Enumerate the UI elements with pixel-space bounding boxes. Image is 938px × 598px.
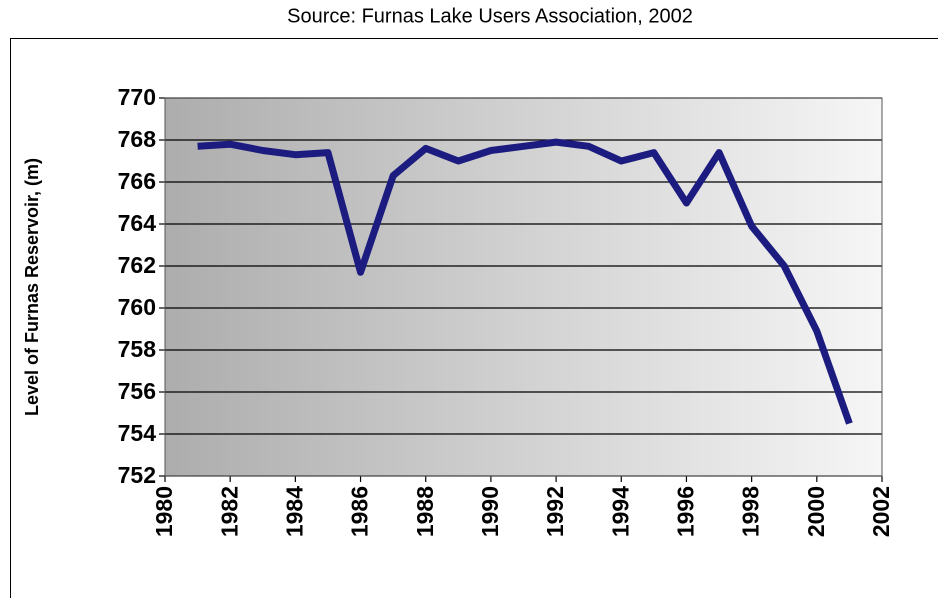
x-tick-label: 1998 (738, 486, 764, 537)
plot-frame (164, 97, 883, 477)
x-tick-label: 1994 (607, 486, 633, 537)
x-tick-label: 2002 (868, 486, 894, 537)
x-tick-label: 1990 (477, 486, 503, 537)
y-tick-label: 760 (118, 294, 156, 320)
x-tick-label: 1988 (412, 486, 438, 537)
y-tick-label: 768 (118, 126, 157, 152)
y-tick-label: 762 (118, 252, 156, 278)
y-tick-label: 764 (118, 210, 157, 236)
chart-title: Source: Furnas Lake Users Association, 2… (287, 5, 693, 27)
y-tick-label: 754 (118, 420, 157, 446)
data-line (197, 138, 853, 425)
y-tick-label: 752 (118, 462, 156, 488)
x-tick-label: 1986 (347, 486, 373, 537)
y-tick-label: 770 (118, 84, 156, 110)
x-tick-label: 2000 (803, 486, 829, 537)
x-tick-label: 1992 (542, 486, 568, 537)
y-axis-label: Level of Furnas Reservoir, (m) (22, 158, 42, 416)
plot-area (165, 98, 882, 476)
x-tick-label: 1984 (281, 486, 307, 537)
y-tick-label: 766 (118, 168, 156, 194)
x-tick-label: 1982 (216, 486, 242, 537)
y-tick-label: 758 (118, 336, 157, 362)
x-tick-label: 1996 (673, 486, 699, 537)
x-tick-label: 1980 (151, 486, 177, 537)
y-tick-label: 756 (118, 378, 156, 404)
